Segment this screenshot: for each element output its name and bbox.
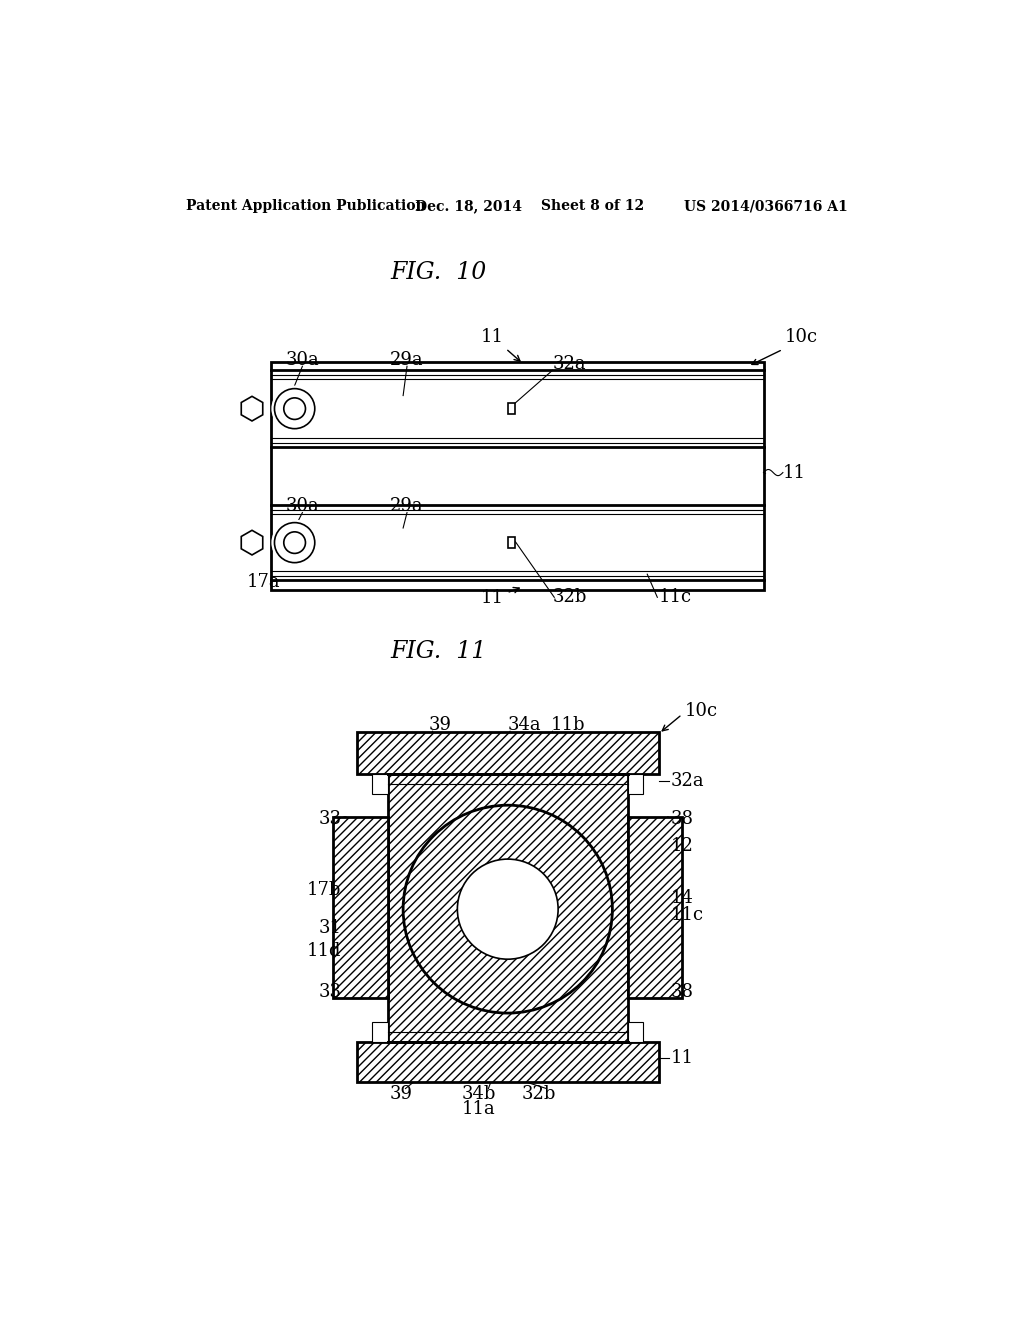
Text: 38: 38 — [671, 983, 693, 1002]
Text: 30a: 30a — [286, 351, 319, 370]
Bar — [388, 775, 628, 1041]
Circle shape — [284, 532, 305, 553]
Text: FIG.  10: FIG. 10 — [390, 261, 486, 284]
Text: 11: 11 — [480, 587, 519, 607]
Text: Sheet 8 of 12: Sheet 8 of 12 — [541, 199, 644, 213]
Text: 11: 11 — [783, 463, 806, 482]
Text: 11: 11 — [480, 327, 520, 362]
Text: 30a: 30a — [286, 498, 319, 515]
Bar — [356, 733, 658, 775]
Bar — [372, 775, 388, 793]
Text: 12: 12 — [671, 837, 693, 855]
Text: 29a: 29a — [390, 351, 424, 370]
Text: 39: 39 — [390, 1085, 413, 1104]
Text: 11b: 11b — [550, 717, 585, 734]
Bar — [334, 817, 388, 998]
Text: 17b: 17b — [307, 880, 341, 899]
Text: Dec. 18, 2014: Dec. 18, 2014 — [415, 199, 522, 213]
Bar — [628, 1022, 643, 1041]
Text: 34b: 34b — [462, 1085, 497, 1104]
Text: 11c: 11c — [658, 589, 692, 606]
Text: 10c: 10c — [785, 329, 818, 346]
Text: 11: 11 — [671, 1049, 693, 1067]
Text: 17a: 17a — [247, 573, 281, 591]
Text: 29a: 29a — [390, 498, 424, 515]
Circle shape — [458, 859, 558, 960]
Text: 32a: 32a — [553, 355, 587, 374]
Bar — [628, 775, 643, 793]
Circle shape — [271, 520, 317, 566]
Text: 11d: 11d — [306, 942, 341, 961]
Text: 32b: 32b — [521, 1085, 556, 1104]
Text: Patent Application Publication: Patent Application Publication — [186, 199, 426, 213]
Text: US 2014/0366716 A1: US 2014/0366716 A1 — [684, 199, 848, 213]
Circle shape — [274, 388, 314, 429]
Polygon shape — [242, 396, 263, 421]
Text: 39: 39 — [429, 717, 452, 734]
Polygon shape — [242, 531, 263, 554]
Circle shape — [274, 523, 314, 562]
Text: 38: 38 — [671, 810, 693, 828]
Text: 31: 31 — [318, 920, 341, 937]
Text: 11a: 11a — [462, 1101, 496, 1118]
Text: 10c: 10c — [684, 702, 718, 721]
Bar — [508, 404, 515, 414]
Text: FIG.  11: FIG. 11 — [390, 640, 486, 663]
Circle shape — [403, 805, 612, 1014]
Text: 11c: 11c — [671, 907, 703, 924]
Text: 33: 33 — [318, 810, 341, 828]
Text: 33: 33 — [318, 983, 341, 1002]
Bar — [372, 1022, 388, 1041]
Bar — [271, 363, 764, 590]
Text: 32b: 32b — [553, 589, 587, 606]
Circle shape — [271, 385, 317, 432]
Text: 34a: 34a — [508, 717, 542, 734]
Text: 32a: 32a — [671, 772, 705, 789]
Bar — [508, 537, 515, 548]
Bar — [628, 817, 682, 998]
Circle shape — [284, 397, 305, 420]
Bar — [356, 1041, 658, 1082]
Text: 14: 14 — [671, 888, 693, 907]
